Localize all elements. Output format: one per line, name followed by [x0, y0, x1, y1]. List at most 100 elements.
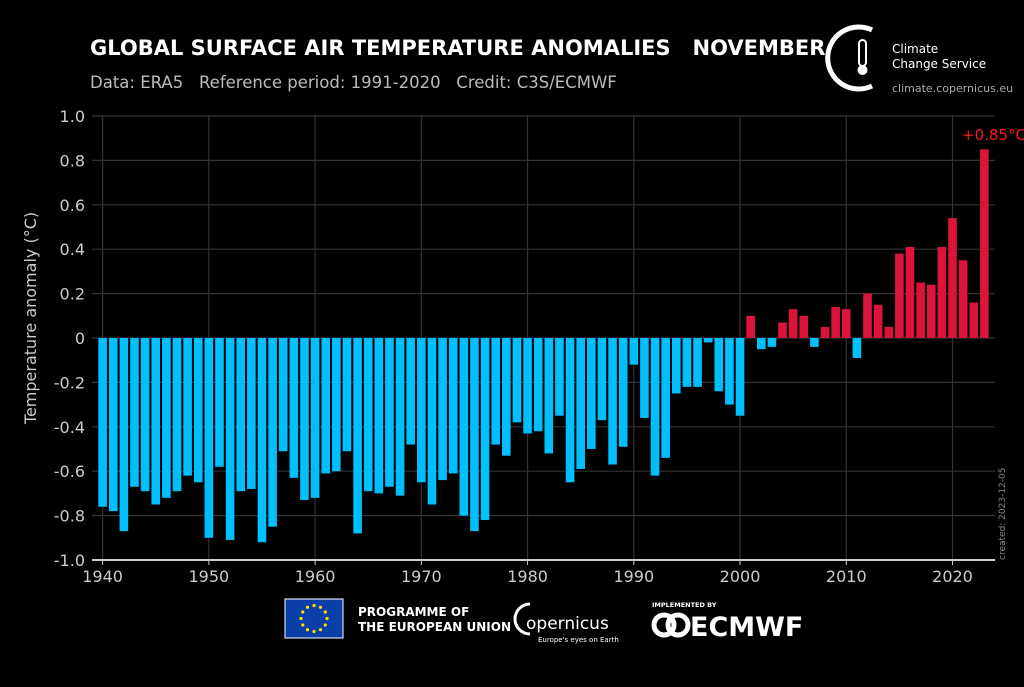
- y-tick-label: -1.0: [54, 551, 85, 570]
- bar-2003: [767, 338, 777, 347]
- bar-1956: [268, 338, 277, 527]
- bar-2009: [831, 306, 840, 338]
- bar-1982: [544, 338, 554, 454]
- bar-1949: [193, 338, 203, 483]
- bar-1961: [321, 338, 331, 474]
- bar-1976: [480, 338, 490, 521]
- bar-1994: [671, 338, 681, 394]
- x-tick-label: 1950: [188, 567, 229, 586]
- bar-2016: [905, 246, 915, 338]
- bar-1992: [650, 338, 660, 476]
- bar-2019: [937, 246, 947, 338]
- copernicus-arc-icon: [513, 602, 531, 636]
- bar-1973: [448, 338, 458, 474]
- bar-2008: [820, 326, 830, 338]
- y-tick-label: 0.8: [60, 151, 85, 170]
- bar-1999: [725, 338, 734, 405]
- implemented-by: IMPLEMENTED BY: [652, 601, 717, 609]
- bar-1963: [342, 338, 352, 452]
- x-tick-label: 2020: [932, 567, 973, 586]
- bar-1980: [523, 338, 532, 434]
- brand-url: climate.copernicus.eu: [892, 82, 1013, 95]
- bar-1977: [491, 338, 500, 445]
- bar-2017: [916, 282, 925, 338]
- bar-1983: [555, 338, 564, 416]
- ecmwf-wordmark: ECMWF: [690, 612, 803, 643]
- ecmwf-icon: [651, 612, 691, 638]
- bars: [98, 149, 989, 543]
- eu-line2: THE EUROPEAN UNION: [358, 620, 511, 634]
- bar-2018: [926, 284, 936, 338]
- bar-1972: [438, 338, 447, 481]
- bar-1965: [363, 338, 373, 492]
- bar-1947: [172, 338, 182, 492]
- x-tick-label: 1960: [295, 567, 336, 586]
- bar-1954: [247, 338, 256, 489]
- thermometer-icon: [825, 24, 874, 92]
- bar-1986: [587, 338, 596, 449]
- chart-title: GLOBAL SURFACE AIR TEMPERATURE ANOMALIES…: [90, 36, 825, 60]
- eu-star-icon: [299, 616, 303, 621]
- x-tick-label: 2000: [720, 567, 761, 586]
- eu-logo: PROGRAMME OF THE EUROPEAN UNION: [284, 598, 511, 639]
- bar-1946: [162, 338, 171, 498]
- y-tick-label: -0.6: [54, 462, 85, 481]
- bar-1996: [693, 338, 702, 387]
- bar-2010: [841, 309, 851, 338]
- bar-1984: [565, 338, 575, 483]
- bar-1979: [512, 338, 522, 423]
- brand-name-line1: Climate: [892, 42, 938, 56]
- bar-1940: [98, 338, 107, 507]
- x-ticks: 1940 1950 1960 1970 1980 1990 2000 2010 2020: [82, 560, 973, 586]
- chart-subtitle: Data: ERA5 Reference period: 1991-2020 C…: [90, 73, 617, 92]
- eu-star-icon: [323, 610, 327, 614]
- bar-1991: [640, 338, 649, 418]
- bar-2012: [863, 293, 872, 338]
- copernicus-wordmark: opernicus: [526, 614, 609, 634]
- x-tick-label: 1970: [401, 567, 442, 586]
- bar-2014: [884, 326, 894, 338]
- bar-1950: [204, 338, 214, 538]
- bar-1974: [459, 338, 469, 516]
- y-tick-label: -0.8: [54, 507, 85, 526]
- bar-1959: [300, 338, 309, 501]
- bar-1964: [353, 338, 362, 534]
- bar-1967: [385, 338, 394, 487]
- y-tick-label: -0.2: [54, 373, 85, 392]
- bar-2004: [778, 322, 787, 338]
- copernicus-tagline: Europe's eyes on Earth: [538, 636, 619, 644]
- bar-1945: [151, 338, 161, 505]
- bar-1957: [278, 338, 288, 452]
- y-tick-label: -0.4: [54, 418, 85, 437]
- eu-star-icon: [312, 629, 316, 634]
- bar-2013: [873, 304, 883, 338]
- y-ticks: 1.0 0.8 0.6 0.4 0.2 0 -0.2 -0.4 -0.6 -0.8 -1.0: [54, 107, 85, 570]
- y-tick-label: 0.2: [60, 285, 85, 304]
- bar-2000: [735, 338, 745, 416]
- bar-1962: [332, 338, 341, 472]
- y-tick-label: 0.4: [60, 240, 85, 259]
- bar-1971: [427, 338, 437, 505]
- eu-star-icon: [301, 610, 305, 614]
- eu-star-icon: [312, 603, 316, 608]
- ecmwf-logo: IMPLEMENTED BY ECMWF: [651, 601, 803, 643]
- bar-1960: [310, 338, 320, 498]
- bar-1975: [470, 338, 479, 532]
- y-tick-label: 0.6: [60, 196, 85, 215]
- eu-star-icon: [305, 605, 310, 609]
- bar-1969: [406, 338, 416, 445]
- bar-1948: [183, 338, 192, 476]
- bar-1951: [215, 338, 224, 467]
- bar-1955: [257, 338, 267, 543]
- bar-1978: [502, 338, 511, 456]
- bar-1942: [119, 338, 129, 532]
- bar-2023: [980, 149, 989, 338]
- bar-1985: [576, 338, 585, 469]
- bar-1941: [108, 338, 118, 512]
- bar-2002: [756, 338, 766, 350]
- eu-line1: PROGRAMME OF: [358, 605, 469, 619]
- x-tick-label: 1980: [507, 567, 548, 586]
- bar-1989: [618, 338, 628, 447]
- bar-2007: [810, 338, 819, 347]
- bar-1988: [608, 338, 617, 465]
